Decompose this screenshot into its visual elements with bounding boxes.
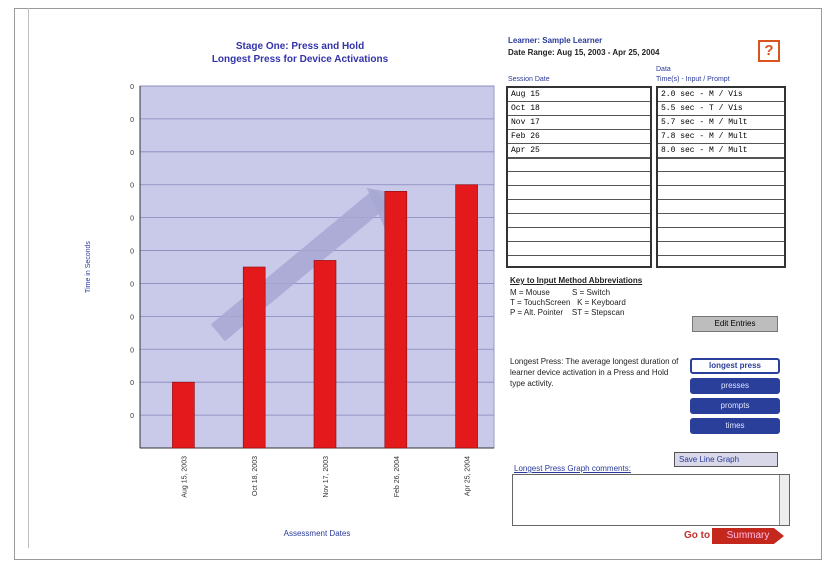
table-row[interactable]: [508, 214, 650, 228]
table-row[interactable]: [508, 242, 650, 256]
table-row[interactable]: [508, 200, 650, 214]
help-button[interactable]: ?: [758, 40, 780, 62]
x-tick-label: Oct 18, 2003: [252, 456, 259, 496]
session-date: Aug 15: [511, 90, 540, 99]
session-date: Oct 18: [511, 104, 540, 113]
session-data: 2.0 sec - M / Vis: [661, 90, 743, 99]
col-session-date-header: Session Date: [508, 76, 550, 83]
save-graph-label: Save Line Graph: [679, 455, 740, 464]
session-date: Feb 26: [511, 132, 540, 141]
y-tick-label: 0: [130, 314, 134, 321]
bar: [455, 184, 478, 449]
table-row[interactable]: 7.8 sec - M / Mult: [658, 130, 784, 144]
bar: [242, 266, 266, 449]
y-tick-label: 0: [130, 216, 134, 223]
save-graph-button[interactable]: Save Line Graph: [674, 452, 778, 467]
table-row[interactable]: [508, 172, 650, 186]
y-tick-label: 0: [130, 380, 134, 387]
date-range-label: Date Range: Aug 15, 2003 - Apr 25, 2004: [508, 48, 660, 57]
bar: [384, 191, 408, 449]
key-line: M = Mouse S = Switch: [510, 288, 611, 297]
table-row[interactable]: Feb 26: [508, 130, 650, 144]
prompts-button[interactable]: prompts: [690, 398, 780, 414]
presses-button[interactable]: presses: [690, 378, 780, 394]
table-row[interactable]: [658, 186, 784, 200]
table-row[interactable]: [658, 158, 784, 172]
y-tick-label: 0: [130, 347, 134, 354]
session-date: Apr 25: [511, 146, 540, 155]
chart-title: Stage One: Press and Hold: [235, 41, 365, 52]
y-axis-title: Time in Seconds: [85, 241, 92, 293]
key-title: Key to Input Method Abbreviations: [510, 276, 643, 285]
y-tick-label: 0: [130, 413, 134, 420]
table-row[interactable]: [658, 242, 784, 256]
table-row[interactable]: Oct 18: [508, 102, 650, 116]
bar: [313, 260, 337, 449]
table-row[interactable]: 8.0 sec - M / Mult: [658, 144, 784, 158]
learner-label: Learner: Sample Learner: [508, 36, 603, 45]
col-data-header-top: Data: [656, 66, 671, 73]
table-row[interactable]: Nov 17: [508, 116, 650, 130]
x-tick-label: Feb 26, 2004: [394, 456, 401, 497]
table-row[interactable]: [658, 228, 784, 242]
session-data: 5.7 sec - M / Mult: [661, 118, 748, 127]
key-line: P = Alt. Pointer ST = Stepscan: [510, 308, 625, 317]
table-row[interactable]: [508, 186, 650, 200]
session-data: 5.5 sec - T / Vis: [661, 104, 743, 113]
x-tick-label: Apr 25, 2004: [465, 456, 472, 496]
table-row[interactable]: Aug 15: [508, 88, 650, 102]
col-data-header: Time(s) - Input / Prompt: [656, 76, 730, 83]
metric-description: Longest Press: The average longest durat…: [510, 357, 679, 388]
table-row[interactable]: 5.5 sec - T / Vis: [658, 102, 784, 116]
table-row[interactable]: Apr 25: [508, 144, 650, 158]
table-row[interactable]: 5.7 sec - M / Mult: [658, 116, 784, 130]
x-tick-label: Nov 17, 2003: [323, 456, 330, 498]
table-row[interactable]: [508, 158, 650, 172]
key-line: T = TouchScreen K = Keyboard: [510, 298, 626, 307]
table-row[interactable]: [508, 228, 650, 242]
y-tick-label: 0: [130, 183, 134, 190]
comments-label: Longest Press Graph comments:: [514, 464, 631, 473]
chart-subtitle: Longest Press for Device Activations: [211, 54, 389, 65]
x-tick-label: Aug 15, 2003: [181, 456, 188, 498]
y-tick-label: 0: [130, 281, 134, 288]
session-date-table: Aug 15 Oct 18 Nov 17 Feb 26 Apr 25: [506, 86, 652, 268]
x-axis-title: Assessment Dates: [284, 529, 351, 538]
table-row[interactable]: [658, 172, 784, 186]
y-tick-label: 0: [130, 117, 134, 124]
y-tick-label: 0: [130, 84, 134, 91]
edit-entries-button[interactable]: Edit Entries: [692, 316, 778, 332]
summary-button[interactable]: Summary: [712, 528, 784, 544]
y-tick-label: 0: [130, 150, 134, 157]
session-data: 7.8 sec - M / Mult: [661, 132, 748, 141]
table-row[interactable]: [658, 214, 784, 228]
comments-scrollbar[interactable]: [779, 475, 789, 525]
session-data: 8.0 sec - M / Mult: [661, 146, 748, 155]
session-data-table: 2.0 sec - M / Vis 5.5 sec - T / Vis 5.7 …: [656, 86, 786, 268]
table-row[interactable]: 2.0 sec - M / Vis: [658, 88, 784, 102]
y-tick-label: 0: [130, 249, 134, 256]
session-date: Nov 17: [511, 118, 540, 127]
times-button[interactable]: times: [690, 418, 780, 434]
table-row[interactable]: [658, 200, 784, 214]
goto-label: Go to: [684, 530, 711, 541]
bar: [172, 381, 195, 449]
longest-press-button[interactable]: longest press: [690, 358, 780, 374]
comments-textarea[interactable]: [512, 474, 790, 526]
content-divider: [28, 8, 798, 548]
